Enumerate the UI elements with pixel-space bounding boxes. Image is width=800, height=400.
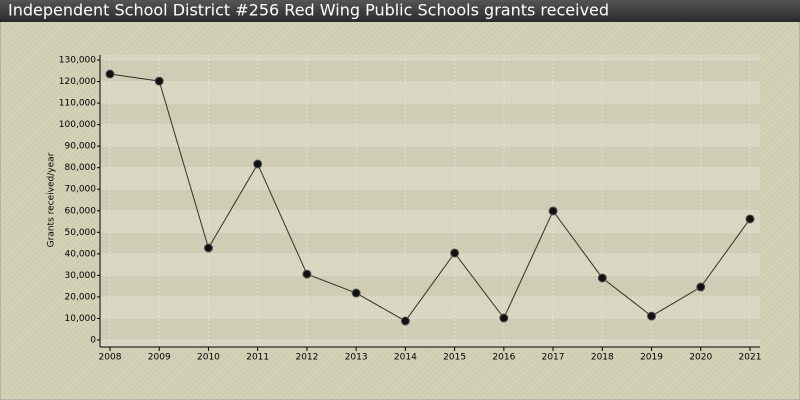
x-tick-label: 2021 [739, 353, 762, 363]
y-tick-label: 60,000 [65, 206, 97, 216]
data-point [253, 159, 263, 169]
x-tick-label: 2020 [689, 353, 712, 363]
x-tick-label: 2008 [99, 353, 122, 363]
x-tick-label: 2019 [640, 353, 663, 363]
x-tick-label: 2014 [394, 353, 417, 363]
grid-band [100, 318, 760, 340]
y-tick-label: 70,000 [65, 185, 97, 195]
grid-band [100, 189, 760, 211]
y-tick-label: 110,000 [59, 99, 96, 109]
data-point [302, 269, 312, 279]
y-tick-label: 10,000 [65, 314, 97, 324]
x-tick-label: 2018 [591, 353, 614, 363]
data-point [696, 282, 706, 292]
y-axis-label: Grants received/year [47, 152, 57, 247]
x-tick-label: 2011 [246, 353, 269, 363]
x-tick-label: 2010 [197, 353, 220, 363]
x-tick-label: 2015 [443, 353, 466, 363]
series-line [109, 73, 751, 322]
y-tick-label: 50,000 [65, 228, 97, 238]
y-tick-label: 40,000 [65, 249, 97, 259]
y-tick-label: 120,000 [59, 77, 96, 87]
x-tick-label: 2017 [542, 353, 565, 363]
y-tick-label: 100,000 [59, 120, 96, 130]
y-tick-label: 0 [90, 336, 96, 346]
y-tick-label: 80,000 [65, 163, 97, 173]
y-tick-label: 30,000 [65, 271, 97, 281]
chart-title: Independent School District #256 Red Win… [8, 1, 609, 20]
data-point [105, 69, 115, 79]
grid-band [100, 103, 760, 125]
data-point [203, 243, 213, 253]
title-bar [0, 0, 800, 22]
y-tick-label: 130,000 [59, 56, 96, 66]
x-tick-label: 2012 [295, 353, 318, 363]
grid-band [100, 146, 760, 168]
data-point [647, 311, 657, 321]
data-point [499, 313, 509, 323]
x-tick-label: 2013 [345, 353, 368, 363]
grid-band [100, 60, 760, 82]
x-tick-label: 2009 [148, 353, 171, 363]
grid-band [100, 232, 760, 254]
x-tick-label: 2016 [492, 353, 515, 363]
y-tick-label: 20,000 [65, 292, 97, 302]
grid-band [100, 275, 760, 297]
data-point [548, 206, 558, 216]
y-tick-label: 90,000 [65, 142, 97, 152]
data-point [154, 76, 164, 86]
data-point [351, 288, 361, 298]
data-point [450, 248, 460, 258]
data-point [745, 214, 755, 224]
data-point [597, 273, 607, 283]
data-point [400, 316, 410, 326]
